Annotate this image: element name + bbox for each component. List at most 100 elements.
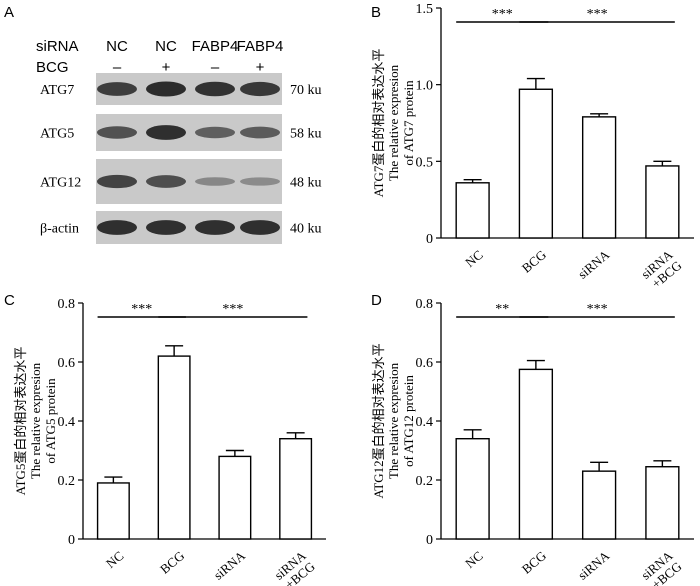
chart-c-sig-label-1: *** (131, 302, 152, 317)
blot-band-actin-lane-1 (97, 220, 137, 235)
chart-b-ytick-label-0: 0 (426, 232, 433, 247)
chart-d-ytick-label-0: 0 (426, 533, 433, 548)
blot-size-atg12: 48 ku (290, 176, 322, 191)
blot-label-atg12: ATG12 (40, 176, 81, 191)
chart-c-ytick-label-2: 0.4 (58, 415, 76, 430)
chart-b-sig-label-1: *** (492, 7, 513, 22)
blot-band-atg7-lane-1 (97, 82, 137, 96)
chart-d-xtick-label-1: NC (462, 548, 485, 571)
blot-band-atg5-lane-2 (146, 125, 186, 140)
blot-band-atg7-lane-4 (240, 81, 280, 97)
chart-b-bar-4 (645, 165, 680, 239)
chart-d-sig-label-2: *** (587, 302, 608, 317)
chart-c-ytick-label-3: 0.6 (58, 356, 76, 371)
blot-size-atg7: 70 ku (290, 83, 322, 98)
chart-d-ylabel-line-2: The relative expresion (386, 362, 401, 479)
blot-band-atg12-lane-1 (97, 174, 137, 189)
chart-b-atg7: B 0 0.5 1.0 1.5 ATG7蛋白的相对表达水平The relative ex… (371, 2, 694, 293)
chart-b-bar-2 (518, 88, 554, 239)
blot-band-actin-lane-2 (146, 220, 186, 235)
blot-band-actin-lane-3 (195, 220, 235, 235)
chart-c-xtick-label-3: siRNA (211, 548, 249, 583)
chart-d-bar-3 (581, 470, 617, 540)
blot-label-atg5: ATG5 (40, 127, 74, 142)
blot-band-atg12-lane-3 (195, 177, 235, 186)
chart-d-ytick-label-2: 0.4 (416, 415, 434, 430)
chart-b-ylabel-line-3: of ATG7 protein (401, 80, 416, 166)
blot-rows: ATG7 70 ku ATG5 58 ku ATG12 48 ku β-actin 40 ku (40, 73, 322, 244)
chart-d-ylabel-line-1: ATG12蛋白的相对表达水平 (371, 343, 386, 498)
lane-4-bcg: + (256, 59, 265, 76)
lane-2-sirna: NC (155, 38, 177, 55)
chart-c-ytick-label-4: 0.8 (58, 297, 76, 312)
blot-band-atg7-lane-3 (195, 81, 235, 97)
chart-b-sig-label-2: *** (587, 7, 608, 22)
chart-b-ylabel: ATG7蛋白的相对表达水平The relative expresionof AT… (371, 49, 416, 198)
chart-b-xtick-label-3: siRNA (575, 247, 613, 282)
chart-d-ylabel-line-3: of ATG12 protein (401, 375, 416, 467)
chart-d-atg12: D 0 0.2 0.4 0.6 0.8 ATG12蛋白的相对表达水平The relativ… (371, 292, 694, 586)
lane-2-bcg: + (162, 59, 171, 76)
chart-b-bar-1 (455, 182, 490, 239)
blot-band-actin-lane-4 (240, 220, 280, 235)
row-label-bcg: BCG (36, 59, 69, 76)
chart-c-bar-4 (279, 438, 313, 540)
chart-d-ylabel: ATG12蛋白的相对表达水平The relative expresionof A… (371, 343, 416, 498)
chart-d-sig-label-1: ** (495, 302, 509, 317)
panel-letter-c: C (4, 292, 15, 309)
chart-c-xtick-label-1: NC (103, 548, 126, 571)
blot-band-atg12-lane-4 (240, 177, 280, 186)
chart-d-ytick-label-3: 0.6 (416, 356, 434, 371)
blot-band-atg5-lane-4 (240, 126, 280, 139)
panel-letter-b: B (371, 4, 381, 21)
chart-d-bar-1 (455, 438, 490, 540)
blot-band-atg5-lane-3 (195, 126, 235, 139)
chart-c-atg5: C 0 0.2 0.4 0.6 0.8 ATG5蛋白的相对表达水平The relative… (4, 292, 326, 586)
lane-3-sirna: FABP4 (192, 38, 239, 55)
chart-d-ytick-label-1: 0.2 (416, 474, 434, 489)
blot-band-atg7-lane-2 (146, 81, 186, 97)
chart-c-ytick-label-1: 0.2 (58, 474, 76, 489)
blot-band-atg12-lane-2 (146, 175, 186, 188)
lane-3-bcg: – (211, 59, 220, 76)
chart-b-xtick-label-2: BCG (519, 247, 549, 276)
chart-b-ylabel-line-2: The relative expresion (386, 64, 401, 181)
blot-label-actin: β-actin (40, 222, 79, 237)
chart-b-ylabel-line-1: ATG7蛋白的相对表达水平 (371, 49, 386, 198)
chart-b-xtick-label-4: siRNA+BCG (638, 247, 685, 293)
chart-c-bar-1 (96, 482, 130, 540)
chart-c-ylabel-line-2: The relative expresion (28, 362, 43, 479)
blot-label-atg7: ATG7 (40, 83, 74, 98)
chart-c-ytick-label-0: 0 (68, 533, 75, 548)
chart-c-ylabel: ATG5蛋白的相对表达水平The relative expresionof AT… (13, 347, 58, 496)
chart-b-ytick-label-1: 0.5 (416, 155, 434, 170)
chart-c-xtick-label-4: siRNA+BCG (271, 548, 318, 586)
chart-b-ytick-label-2: 1.0 (416, 79, 434, 94)
lane-4-sirna: FABP4 (237, 38, 284, 55)
chart-d-xtick-label-2: BCG (519, 548, 549, 577)
chart-b-bar-3 (581, 116, 617, 239)
chart-c-ylabel-line-1: ATG5蛋白的相对表达水平 (13, 347, 28, 496)
panel-letter-d: D (371, 292, 382, 309)
chart-d-xtick-label-4: siRNA+BCG (638, 548, 685, 586)
chart-d-xtick-label-3: siRNA (575, 548, 613, 583)
lane-1-sirna: NC (106, 38, 128, 55)
chart-d-bar-4 (645, 466, 680, 540)
panel-a-western-blot: A siRNA BCG NC NC FABP4 FABP4 – + – + AT… (4, 4, 322, 244)
chart-c-sig-label-2: *** (222, 302, 243, 317)
chart-c-xtick-label-2: BCG (157, 548, 187, 577)
chart-c-bar-3 (218, 455, 252, 540)
chart-b-xtick-label-1: NC (462, 247, 485, 270)
panel-letter-a: A (4, 4, 14, 21)
blot-size-actin: 40 ku (290, 222, 322, 237)
chart-c-ylabel-line-3: of ATG5 protein (43, 378, 58, 464)
blot-size-atg5: 58 ku (290, 127, 322, 142)
row-label-sirna: siRNA (36, 38, 79, 55)
chart-c-bar-2 (157, 355, 191, 540)
chart-d-bar-2 (518, 368, 554, 540)
chart-b-ytick-label-3: 1.5 (416, 2, 434, 17)
blot-band-atg5-lane-1 (97, 126, 137, 139)
chart-d-ytick-label-4: 0.8 (416, 297, 434, 312)
lane-1-bcg: – (113, 59, 122, 76)
